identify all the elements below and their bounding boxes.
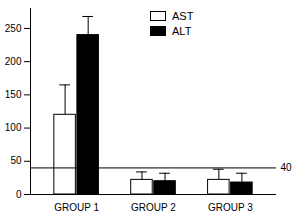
svg-text:GROUP 1: GROUP 1 [54,202,99,213]
svg-text:200: 200 [5,56,22,67]
svg-text:0: 0 [16,189,22,200]
svg-text:150: 150 [5,89,22,100]
svg-text:250: 250 [5,23,22,34]
svg-text:GROUP 3: GROUP 3 [208,202,253,213]
svg-text:GROUP 2: GROUP 2 [131,202,176,213]
html-text:ALT: ALT [172,24,192,37]
svg-text:100: 100 [5,122,22,133]
svg-text:40: 40 [281,162,293,173]
svg-text:50: 50 [10,155,22,166]
html-text:AST: AST [172,9,194,22]
